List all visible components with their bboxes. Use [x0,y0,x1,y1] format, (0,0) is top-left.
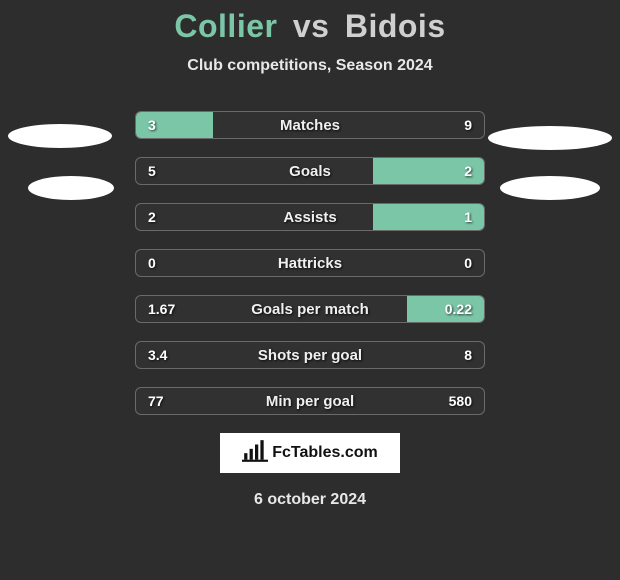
stat-label: Matches [136,112,484,138]
branding-text: FcTables.com [272,444,378,462]
stat-label: Min per goal [136,388,484,414]
vs-label: vs [293,8,330,44]
decorative-ellipse [500,176,600,200]
stat-label: Hattricks [136,250,484,276]
footer-date: 6 october 2024 [0,491,620,509]
header: Collier vs Bidois Club competitions, Sea… [0,0,620,75]
decorative-ellipse [488,126,612,150]
stat-label: Goals [136,158,484,184]
decorative-ellipse [8,124,112,148]
stat-row: 39Matches [135,111,485,139]
player2-name: Bidois [345,8,446,44]
stat-row: 00Hattricks [135,249,485,277]
stat-label: Shots per goal [136,342,484,368]
bar-chart-icon [242,440,268,467]
branding-badge: FcTables.com [220,433,400,473]
page-title: Collier vs Bidois [0,8,620,45]
stat-row: 52Goals [135,157,485,185]
stat-row: 77580Min per goal [135,387,485,415]
stat-row: 21Assists [135,203,485,231]
stat-row: 3.48Shots per goal [135,341,485,369]
stats-panel: 39Matches 52Goals 21Assists 00Hattricks 1.67… [0,111,620,415]
decorative-ellipse [28,176,114,200]
stat-label: Goals per match [136,296,484,322]
subtitle: Club competitions, Season 2024 [0,57,620,75]
stat-row: 1.670.22Goals per match [135,295,485,323]
stat-label: Assists [136,204,484,230]
player1-name: Collier [174,8,277,44]
